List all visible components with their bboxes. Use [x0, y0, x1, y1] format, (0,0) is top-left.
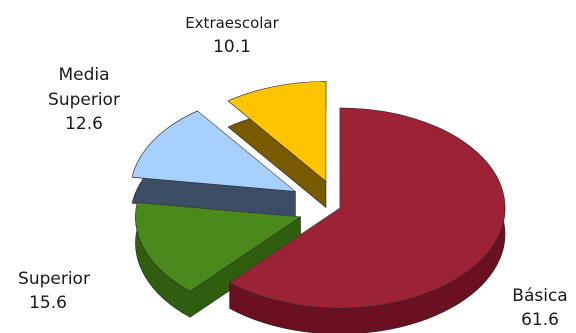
- slice-label-media-superior: Media Superior 12.6: [48, 65, 120, 134]
- slice-label-basica: Básica 61.6: [512, 286, 567, 330]
- slice-superior: [135, 202, 302, 292]
- slice-label-superior: Superior 15.6: [18, 269, 90, 313]
- slice-value-text: 15.6: [29, 293, 67, 313]
- slice-media-superior: [131, 110, 297, 192]
- slice-basica: [229, 107, 506, 309]
- slice-label-extraescolar: Extraescolar 10.1: [185, 14, 279, 57]
- slice-value-text: 12.6: [65, 114, 103, 134]
- pie-tops: [131, 81, 506, 309]
- slice-label-text: Superior: [48, 90, 120, 110]
- slice-value-text: 61.6: [521, 310, 559, 330]
- slice-label-text: Superior: [18, 269, 90, 289]
- slice-label-text: Extraescolar: [185, 14, 279, 32]
- slice-value-text: 10.1: [213, 37, 251, 57]
- slice-label-text: Media: [58, 65, 109, 85]
- slice-extraescolar: [227, 81, 327, 183]
- slice-label-text: Básica: [512, 286, 567, 306]
